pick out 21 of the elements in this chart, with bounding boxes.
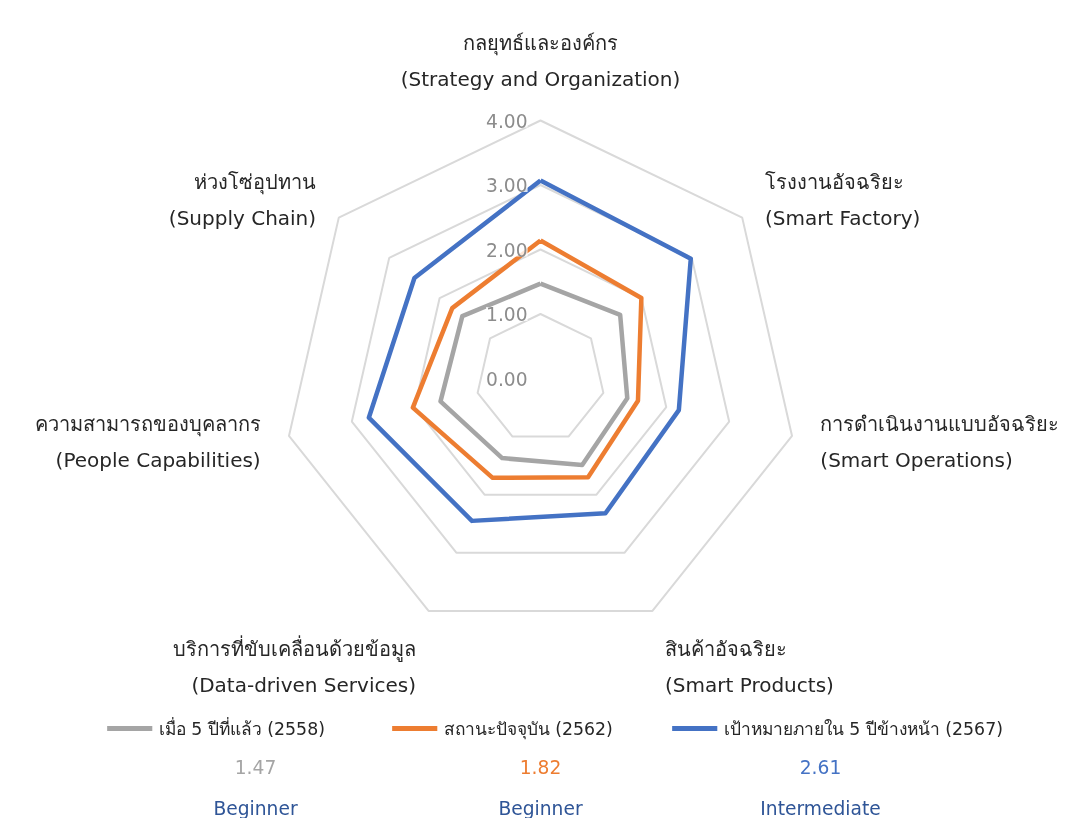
y-tick-label: 0.00 [486, 368, 528, 390]
legend-label: เป้าหมายภายใน 5 ปีข้างหน้า (2567) [723, 718, 1003, 739]
spoke-label: ความสามารถของบุคลากร (People Capabilities) [34, 412, 261, 473]
spoke-label: การดำเนินงานแบบอัจฉริยะ (Smart Operations) [820, 412, 1060, 473]
spoke-label: ห่วงโซ่อุปทาน (Supply Chain) [168, 169, 317, 230]
y-tick-label: 3.00 [486, 175, 528, 196]
text: 2.61 [799, 756, 842, 778]
text: 1.82 [519, 756, 562, 778]
spoke-label: กลยุทธ์และองค์กร (Strategy and Organization) [400, 31, 681, 92]
legend-label: สถานะปัจจุบัน (2562) [443, 718, 613, 740]
text: Intermediate [760, 797, 881, 818]
spoke-label: สินค้าอัจฉริยะ (Smart Products) [665, 637, 834, 698]
y-tick-label: 2.00 [486, 239, 528, 261]
spoke-label: บริการที่ขับเคลื่อนด้วยข้อมูล (Data-driven Services) [172, 635, 416, 698]
y-tick-label: 4.00 [486, 110, 528, 132]
legend-label: เมื่อ 5 ปีที่แล้ว (2558) [158, 716, 325, 739]
spoke-label: โรงงานอัจฉริยะ (Smart Factory) [764, 169, 921, 230]
text: Beginner [213, 797, 298, 818]
y-tick-label: 1.00 [486, 304, 528, 325]
text: 1.47 [234, 756, 277, 778]
text: Beginner [498, 797, 583, 818]
